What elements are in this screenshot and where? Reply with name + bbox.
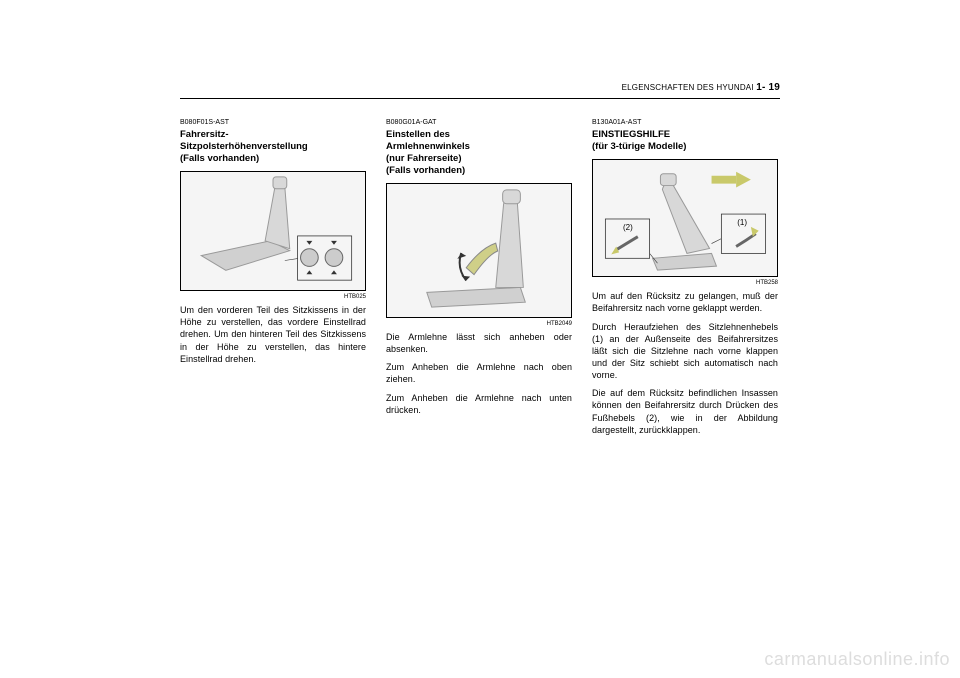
- column-3: B130A01A-AST EINSTIEGSHILFE (für 3-türig…: [592, 118, 778, 442]
- armrest-illustration: [387, 184, 571, 317]
- body-3-p2: Durch Heraufziehen des Sitzlehnenhebels …: [592, 321, 778, 382]
- section-label: ELGENSCHAFTEN DES HYUNDAI: [622, 83, 754, 92]
- entry-aid-illustration: [593, 160, 777, 276]
- title-3: EINSTIEGSHILFE (für 3-türige Modelle): [592, 129, 778, 153]
- header-rule: [180, 98, 780, 99]
- figcode-2: HTB2049: [386, 320, 572, 328]
- body-3-p1: Um auf den Rücksitz zu gelangen, muß der…: [592, 290, 778, 314]
- code-2: B080G01A-GAT: [386, 118, 572, 127]
- callout-1: (1): [737, 218, 747, 229]
- column-1: B080F01S-AST Fahrersitz- Sitzpolsterhöhe…: [180, 118, 366, 442]
- figcode-3: HTB258: [592, 279, 778, 287]
- figcode-1: HTB025: [180, 293, 366, 301]
- callout-2: (2): [623, 223, 633, 234]
- seat-height-illustration: [181, 172, 365, 290]
- body-2-p3: Zum Anheben die Armlehne nach unten drüc…: [386, 392, 572, 416]
- code-1: B080F01S-AST: [180, 118, 366, 127]
- figure-2: [386, 183, 572, 318]
- code-3: B130A01A-AST: [592, 118, 778, 127]
- watermark: carmanualsonline.info: [764, 649, 950, 670]
- body-2-p2: Zum Anheben die Armlehne nach oben ziehe…: [386, 361, 572, 385]
- body-3: Um auf den Rücksitz zu gelangen, muß der…: [592, 290, 778, 436]
- body-2: Die Armlehne lässt sich anheben oder abs…: [386, 331, 572, 416]
- page-number: 1- 19: [756, 82, 780, 93]
- body-1-p1: Um den vorderen Teil des Sitzkissens in …: [180, 304, 366, 365]
- body-2-p1: Die Armlehne lässt sich anheben oder abs…: [386, 331, 572, 355]
- page-header: ELGENSCHAFTEN DES HYUNDAI 1- 19: [622, 82, 780, 93]
- columns: B080F01S-AST Fahrersitz- Sitzpolsterhöhe…: [180, 118, 780, 442]
- column-2: B080G01A-GAT Einstellen des Armlehnenwin…: [386, 118, 572, 442]
- figure-3: (1) (2): [592, 159, 778, 277]
- title-1: Fahrersitz- Sitzpolsterhöhenverstellung …: [180, 129, 366, 165]
- body-1: Um den vorderen Teil des Sitzkissens in …: [180, 304, 366, 365]
- title-2: Einstellen des Armlehnenwinkels (nur Fah…: [386, 129, 572, 177]
- page-content: B080F01S-AST Fahrersitz- Sitzpolsterhöhe…: [180, 100, 780, 442]
- figure-1: [180, 171, 366, 291]
- body-3-p3: Die auf dem Rücksitz befindlichen Insass…: [592, 387, 778, 436]
